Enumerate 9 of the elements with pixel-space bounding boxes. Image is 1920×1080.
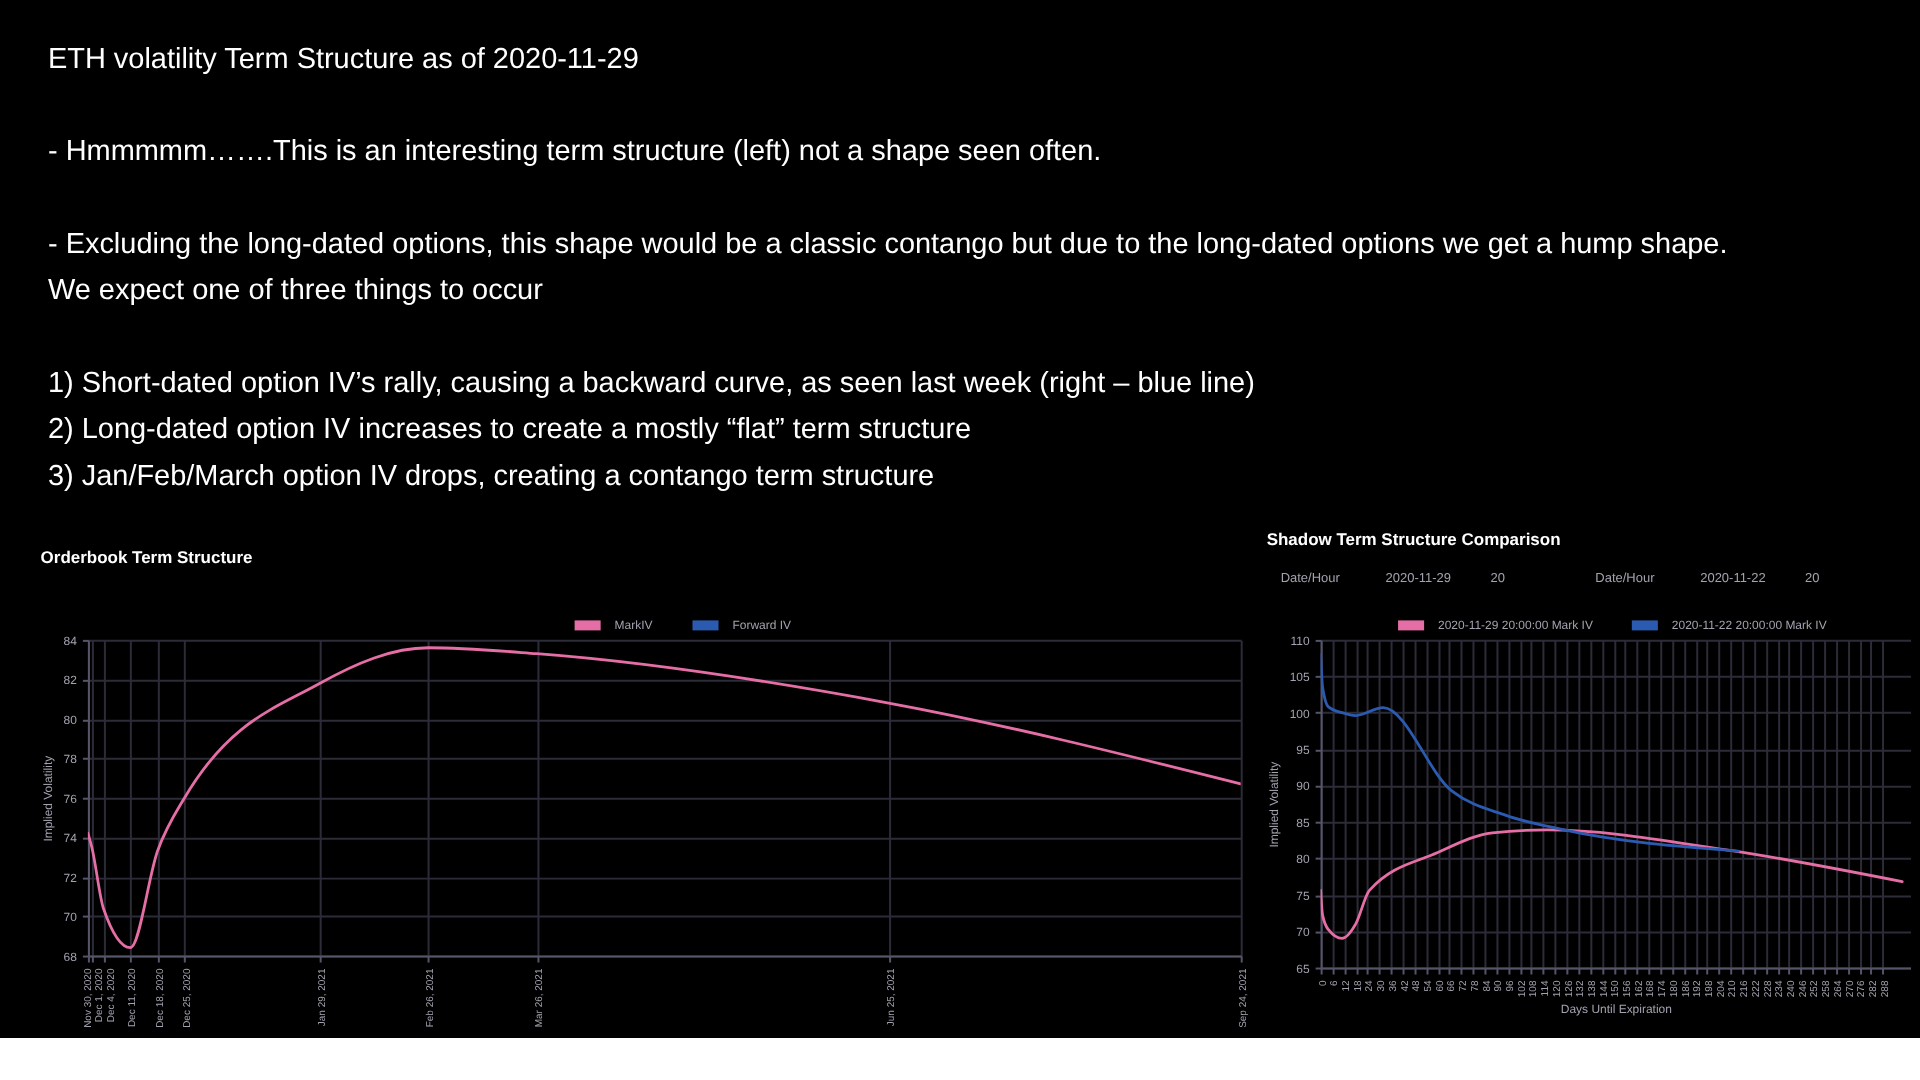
line-series (1320, 653, 1740, 853)
text: - Excluding the long-dated options, this shape would be a classic contango but due to the long-dated options we get a hump shape. We expect one of three things to occur (47, 229, 1728, 308)
chart-title: Orderbook Term Structure (40, 546, 254, 567)
text: ETH volatility Term Structure as of 2020-11-29 (47, 43, 639, 76)
text: 1) Short-dated option IV’s rally, causing a backward curve, as seen last week (right – blue line) 2) Long-dated option IV increases to create a mostly “flat” term structure 3) Jan/Feb/March option IV drops, creating a contango term structure (47, 368, 1255, 493)
line-series (1320, 828, 1904, 940)
line-series (87, 646, 1241, 950)
text: - Hmmmmm…….This is an interesting term structure (left) not a shape seen often. (47, 136, 1102, 169)
chart-title: Shadow Term Structure Comparison (1266, 528, 1561, 549)
